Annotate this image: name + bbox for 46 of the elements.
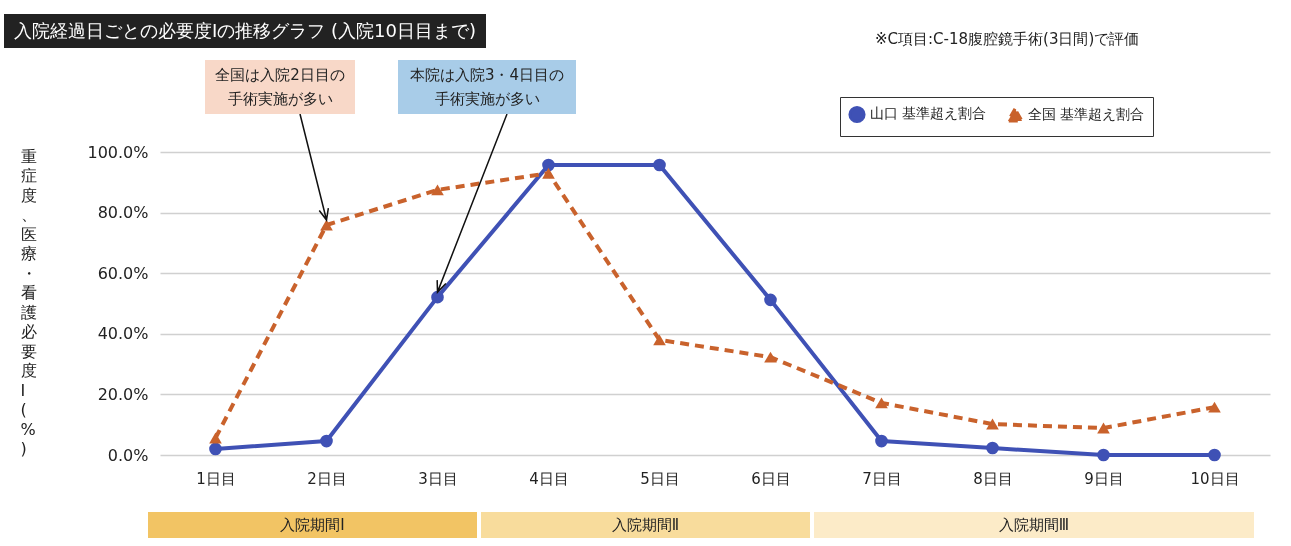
point [653,334,666,346]
point [209,432,222,444]
x-tick-label: 2日目 [307,469,347,488]
point [875,434,888,448]
point [542,167,555,179]
point [1208,401,1221,413]
x-tick-label: 1日目 [196,469,236,488]
text: 重症度、医療・看護必要度Ⅰ(%) [20,146,37,458]
point [320,434,333,448]
x-tick-label: 10日目 [1190,469,1240,488]
x-tick-label: 7日目 [862,469,902,488]
y-tick-label: 60.0% [97,263,149,283]
point [209,442,222,456]
text: 入院期間Ⅲ [814,512,1254,538]
point [986,441,999,455]
y-tick-label: 100.0% [87,142,149,162]
point [1097,448,1110,462]
chart-title: 入院経過日ごとの必要度Ⅰの推移グラフ (入院10日目まで) [4,14,486,48]
y-tick-label: 80.0% [97,203,149,223]
legend-label: 山口 基準超え割合 [870,105,987,122]
point [653,158,666,172]
text: ※C項目:C-18腹腔鏡手術(3日間)で評価 [875,30,1140,49]
point [764,351,777,363]
x-tick-label: 6日目 [751,469,791,488]
point [542,158,555,172]
point [1208,448,1221,462]
point [431,290,444,304]
y-tick-label: 40.0% [97,324,149,344]
annotation: 本院は入院3・4日目の手術実施が多い [398,60,576,114]
text: 入院期間Ⅱ [481,512,810,538]
point [1097,422,1110,434]
point [986,418,999,430]
x-tick-label: 3日目 [418,469,458,488]
x-tick-label: 4日目 [529,469,569,488]
legend-label: 全国 基準超え割合 [1028,105,1145,122]
text: 入院期間Ⅰ [148,512,477,538]
y-tick-label: 20.0% [97,384,149,404]
x-tick-label: 8日目 [973,469,1013,488]
point [431,184,444,196]
y-tick-label: 0.0% [107,445,149,465]
point [875,397,888,409]
annotation: 全国は入院2日目の手術実施が多い [205,60,355,114]
point [764,293,777,307]
x-tick-label: 5日目 [640,469,680,488]
point [320,219,333,231]
x-tick-label: 9日目 [1084,469,1124,488]
